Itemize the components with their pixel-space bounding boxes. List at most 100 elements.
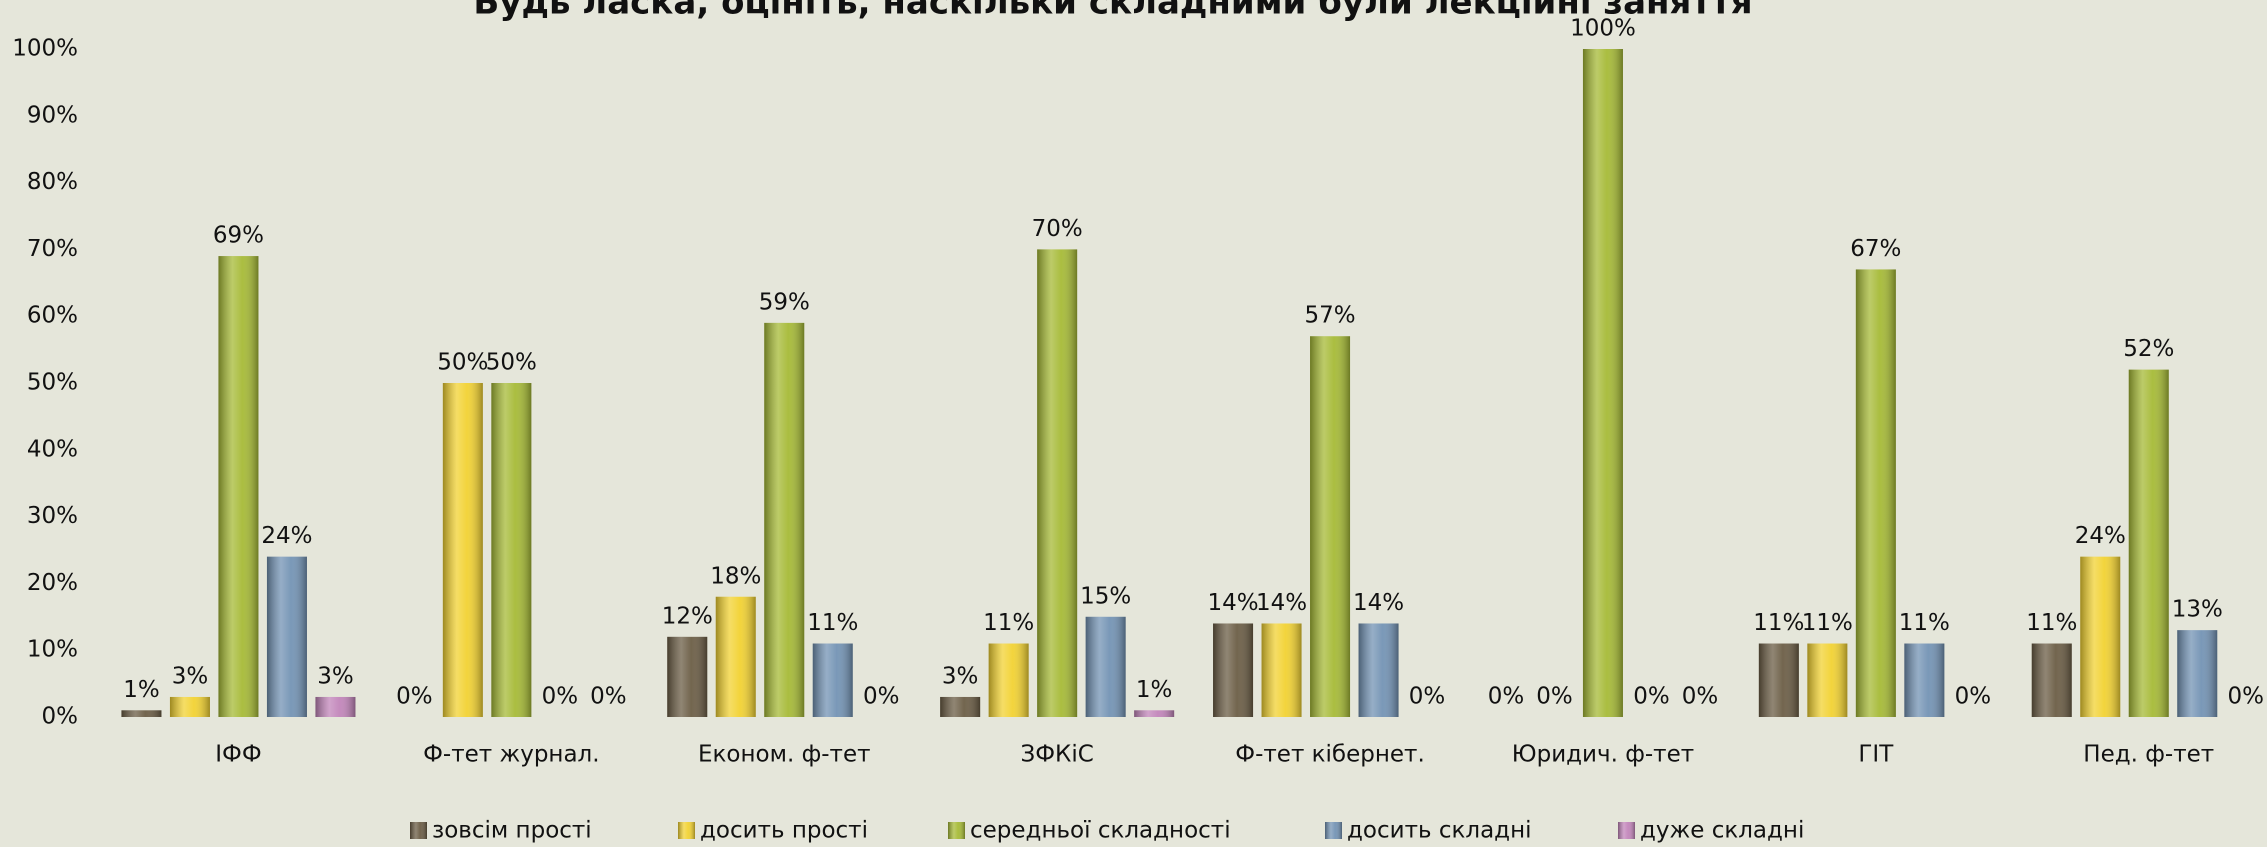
bar-shade	[491, 383, 532, 717]
y-tick-label: 70%	[27, 236, 78, 262]
legend-label: зовсім прості	[432, 818, 592, 844]
bar-shade	[715, 596, 756, 717]
value-label: 0%	[1536, 684, 1573, 710]
value-label: 3%	[172, 663, 209, 689]
bar-shade	[2080, 556, 2121, 717]
bar-shade	[218, 256, 259, 717]
value-label: 11%	[1753, 610, 1804, 636]
value-label: 0%	[1955, 684, 1992, 710]
value-label: 11%	[1802, 610, 1853, 636]
y-tick-label: 90%	[27, 102, 78, 128]
value-label: 11%	[983, 610, 1034, 636]
value-label: 50%	[486, 350, 537, 376]
x-tick-label: Пед. ф-тет	[2083, 742, 2214, 768]
bar-shade	[1807, 643, 1848, 717]
y-tick-label: 0%	[42, 704, 79, 730]
legend-swatch-shade	[678, 822, 695, 839]
y-tick-label: 80%	[27, 169, 78, 195]
value-label: 14%	[1207, 590, 1258, 616]
bar-shade	[2031, 643, 2072, 717]
legend-swatch-shade	[1325, 822, 1342, 839]
value-label: 0%	[542, 684, 579, 710]
bar-shade	[1758, 643, 1799, 717]
bar-shade	[1261, 623, 1302, 717]
value-label: 0%	[1488, 684, 1525, 710]
bar-shade	[1037, 249, 1078, 717]
x-tick-label: ІФФ	[215, 742, 261, 768]
value-label: 24%	[261, 523, 312, 549]
value-label: 0%	[2228, 684, 2265, 710]
value-label: 3%	[317, 663, 354, 689]
legend-label: досить прості	[700, 818, 868, 844]
x-tick-label: Економ. ф-тет	[698, 742, 871, 768]
x-tick-label: Юридич. ф-тет	[1512, 742, 1694, 768]
value-label: 11%	[807, 610, 858, 636]
y-tick-label: 40%	[27, 436, 78, 462]
bar-shade	[2128, 369, 2169, 717]
value-label: 50%	[437, 350, 488, 376]
bar-shade	[988, 643, 1029, 717]
legend-swatch-shade	[948, 822, 965, 839]
bar-shade	[1582, 49, 1623, 717]
legend-label: дуже складні	[1640, 818, 1804, 844]
x-tick-label: Ф-тет журнал.	[423, 742, 599, 768]
bar-shade	[940, 696, 981, 717]
bar-shade	[1358, 623, 1399, 717]
value-label: 67%	[1850, 236, 1901, 262]
value-label: 12%	[662, 603, 713, 629]
value-label: 1%	[123, 677, 160, 703]
bar-shade	[121, 710, 162, 717]
bar-shade	[169, 696, 210, 717]
bar-shade	[667, 636, 708, 717]
bar-shade	[1085, 616, 1126, 717]
value-label: 18%	[710, 563, 761, 589]
y-tick-label: 60%	[27, 303, 78, 329]
bar-shade	[764, 322, 805, 717]
value-label: 0%	[1633, 684, 1670, 710]
y-tick-label: 20%	[27, 570, 78, 596]
value-label: 0%	[1682, 684, 1719, 710]
bar-shade	[315, 696, 356, 717]
value-label: 100%	[1570, 16, 1636, 42]
bar-shade	[1213, 623, 1254, 717]
bar-shade	[1134, 710, 1175, 717]
legend-label: середньої складності	[970, 818, 1231, 844]
bar-shade	[1855, 269, 1896, 717]
value-label: 0%	[863, 684, 900, 710]
legend-swatch-shade	[410, 822, 427, 839]
value-label: 57%	[1304, 303, 1355, 329]
value-label: 0%	[396, 684, 433, 710]
bar-shade	[442, 383, 483, 717]
value-label: 3%	[942, 663, 979, 689]
y-tick-label: 10%	[27, 637, 78, 663]
value-label: 1%	[1136, 677, 1173, 703]
legend-swatch-shade	[1618, 822, 1635, 839]
y-tick-label: 30%	[27, 503, 78, 529]
x-tick-label: Ф-тет кібернет.	[1235, 742, 1424, 768]
x-tick-label: ГІТ	[1858, 742, 1894, 768]
chart-title: Будь ласка, оцініть, наскільки складними…	[473, 0, 1752, 23]
value-label: 69%	[213, 223, 264, 249]
value-label: 24%	[2075, 523, 2126, 549]
value-label: 0%	[590, 684, 627, 710]
legend-label: досить складні	[1347, 818, 1532, 844]
bar-shade	[1310, 336, 1351, 717]
bar-shade	[266, 556, 307, 717]
value-label: 14%	[1353, 590, 1404, 616]
x-tick-label: ЗФКіС	[1020, 742, 1093, 768]
value-label: 11%	[2026, 610, 2077, 636]
bar-shade	[1904, 643, 1945, 717]
value-label: 15%	[1080, 583, 1131, 609]
value-label: 13%	[2172, 597, 2223, 623]
bar-shade	[2177, 630, 2218, 717]
value-label: 52%	[2123, 336, 2174, 362]
bar-shade	[812, 643, 853, 717]
value-label: 70%	[1032, 216, 1083, 242]
value-label: 14%	[1256, 590, 1307, 616]
value-label: 59%	[759, 289, 810, 315]
value-label: 11%	[1899, 610, 1950, 636]
y-tick-label: 100%	[12, 36, 78, 62]
value-label: 0%	[1409, 684, 1446, 710]
